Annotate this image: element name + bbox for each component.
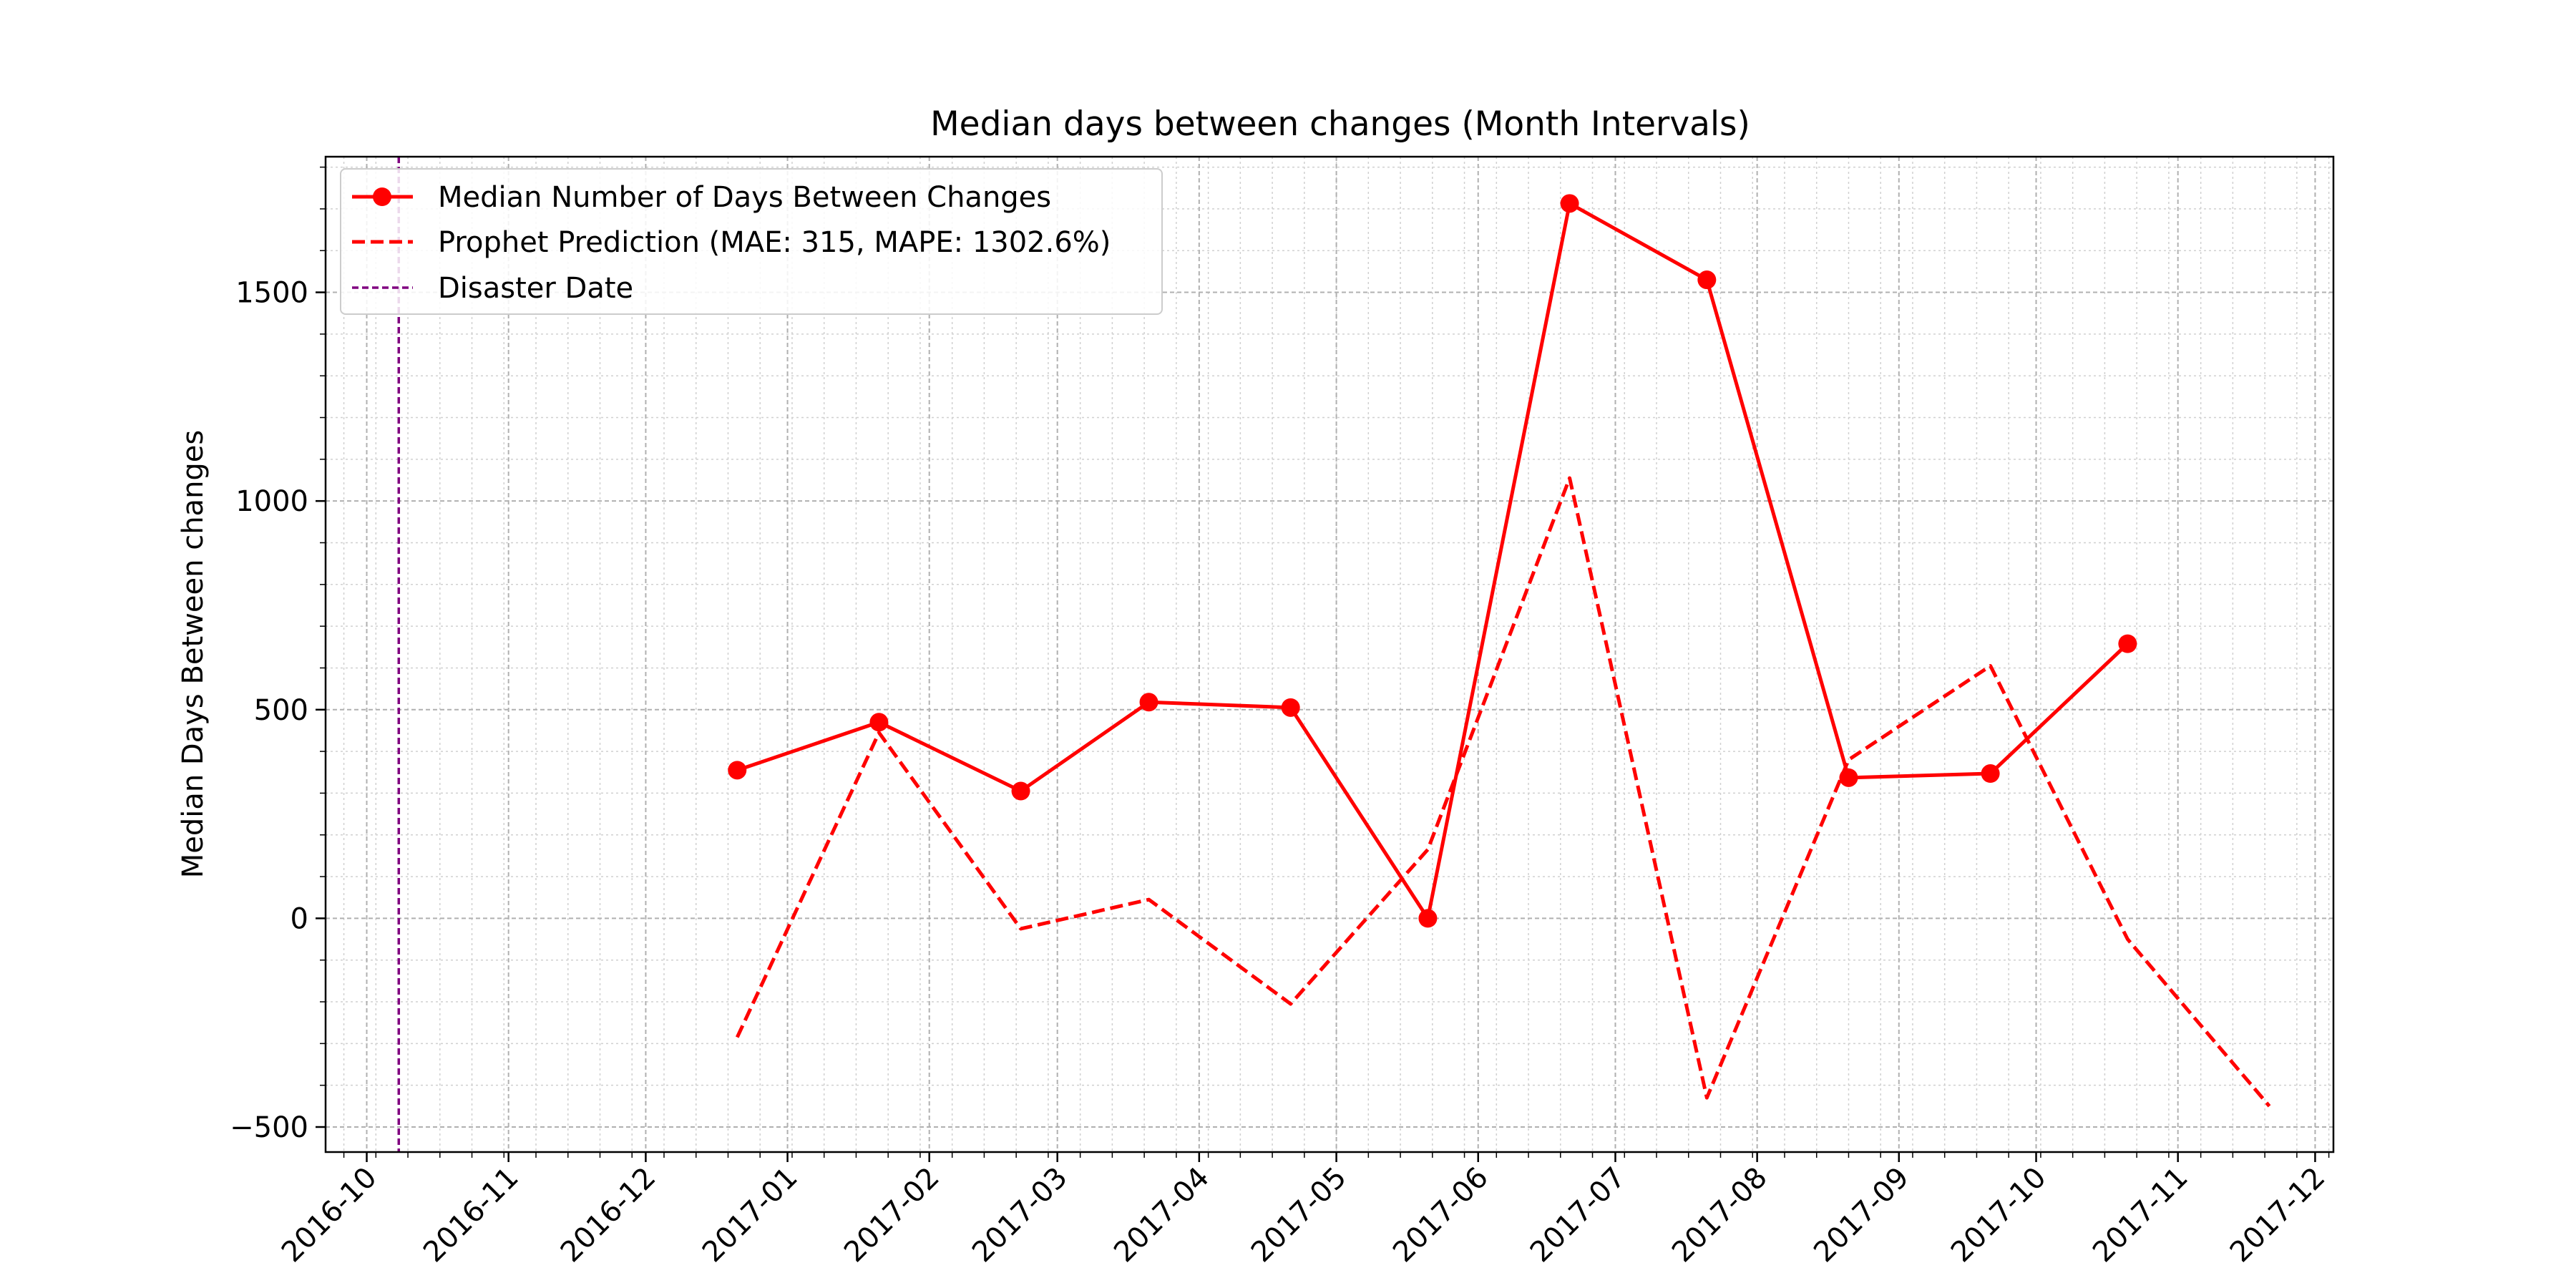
legend: Median Number of Days Between Changes Pro… bbox=[340, 168, 1163, 315]
median-days-point bbox=[1697, 270, 1717, 290]
y-tick-label: −500 bbox=[230, 1111, 308, 1144]
y-tick-label: 500 bbox=[254, 694, 308, 727]
plot-area-frame bbox=[324, 155, 2335, 1153]
median-days-point bbox=[1011, 781, 1030, 801]
legend-entry-median-label: Median Number of Days Between Changes bbox=[438, 181, 1051, 214]
legend-box bbox=[340, 168, 1163, 315]
median-days-point bbox=[1139, 693, 1158, 712]
y-axis-label: Median Days Between changes bbox=[177, 430, 210, 879]
prophet-prediction-line bbox=[735, 476, 2271, 1108]
legend-entry-disaster-label: Disaster Date bbox=[438, 272, 633, 305]
legend-entry-prophet-label: Prophet Prediction (MAE: 315, MAPE: 1302… bbox=[438, 226, 1111, 259]
chart-title: Median days between changes (Month Inter… bbox=[930, 104, 1750, 144]
y-tick-label: 1000 bbox=[235, 485, 308, 518]
median-days-point bbox=[1418, 909, 1438, 928]
median-days-point bbox=[1281, 698, 1300, 717]
median-days-point bbox=[1560, 194, 1579, 213]
median-days-point bbox=[728, 761, 747, 780]
series-layer bbox=[728, 194, 2271, 1108]
legend-entry-median-marker bbox=[373, 187, 391, 206]
y-tick-label: 0 bbox=[291, 902, 308, 935]
y-tick-label: 1500 bbox=[235, 277, 308, 310]
median-days-point bbox=[869, 713, 889, 732]
median-days-point bbox=[1981, 764, 2000, 784]
grid bbox=[326, 157, 2333, 1152]
median-days-point bbox=[2118, 634, 2137, 653]
